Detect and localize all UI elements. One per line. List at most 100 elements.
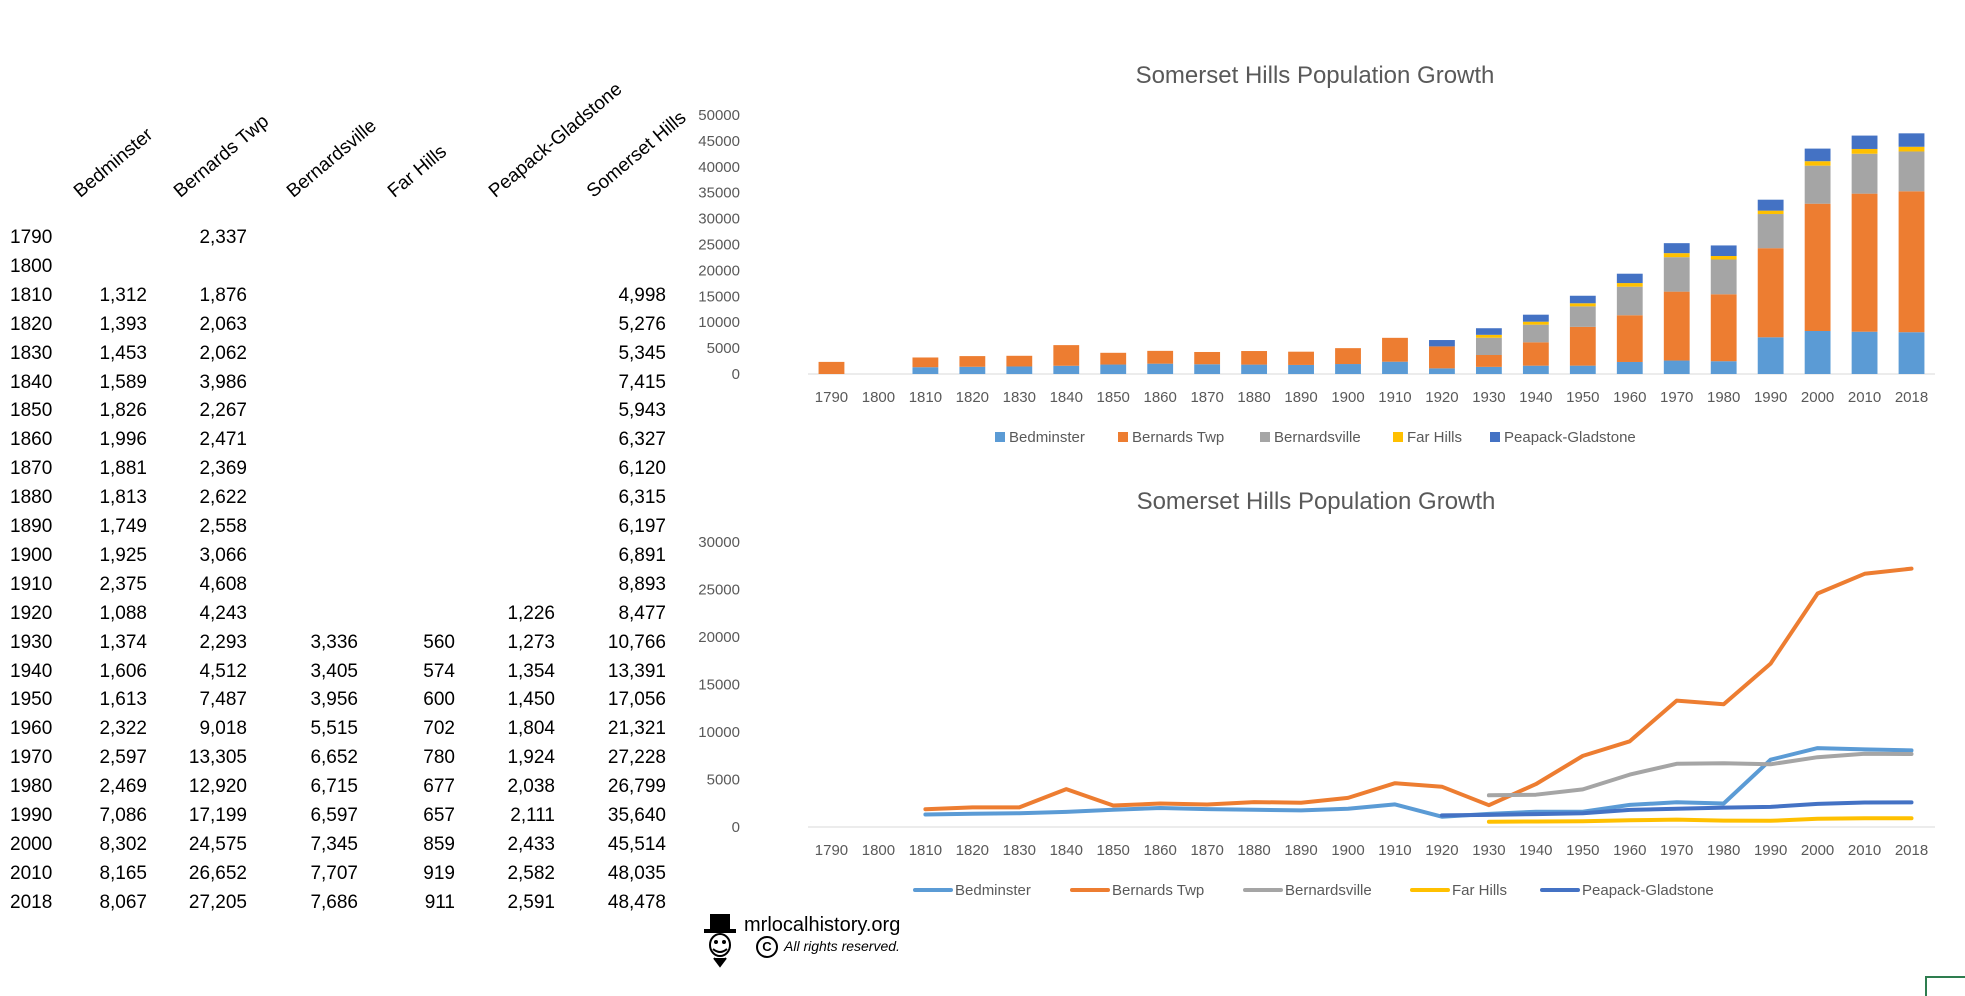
table-cell: 26,799 [607, 776, 666, 798]
column-header: Somerset Hills [583, 107, 691, 203]
table-cell: 2,322 [99, 718, 147, 740]
row-year: 1870 [10, 458, 53, 480]
table-cell: 2,369 [199, 458, 247, 480]
x-tick-label: 1830 [1003, 842, 1036, 859]
bar [1616, 283, 1643, 287]
table-cell: 2,469 [99, 776, 147, 798]
table-cell: 1,453 [99, 342, 147, 364]
table-cell: 657 [423, 805, 455, 826]
table-cell: 2,111 [510, 805, 555, 826]
table-cell: 7,415 [618, 371, 666, 393]
bar [1804, 203, 1831, 331]
table-cell: 1,813 [99, 487, 147, 509]
table-cell: 4,608 [199, 573, 247, 595]
table-cell: 3,336 [310, 631, 358, 653]
bar [1475, 334, 1502, 338]
row-year: 1940 [10, 660, 53, 682]
table-cell: 1,226 [507, 602, 555, 624]
table-cell: 7,686 [310, 891, 358, 913]
bar [1898, 133, 1925, 147]
table-cell: 560 [423, 631, 455, 653]
table-cell: 5,943 [618, 400, 666, 422]
x-tick-label: 2000 [1801, 842, 1834, 859]
bar [1898, 332, 1925, 374]
table-cell: 17,056 [607, 689, 666, 711]
table-cell: 8,165 [99, 862, 147, 884]
bar [1851, 331, 1878, 374]
x-tick-label: 1850 [1097, 389, 1130, 406]
bar [1757, 210, 1784, 215]
table-cell: 2,622 [199, 487, 247, 509]
legend-label: Far Hills [1407, 429, 1462, 446]
table-cell: 48,035 [607, 862, 666, 884]
table-cell: 1,273 [507, 631, 555, 653]
row-year: 1830 [10, 342, 53, 364]
table-cell: 1,749 [99, 516, 147, 537]
row-year: 1850 [10, 400, 53, 422]
row-year: 1790 [10, 227, 53, 248]
y-tick-label: 15000 [698, 288, 740, 305]
x-tick-label: 1910 [1378, 389, 1411, 406]
bar [1663, 257, 1690, 292]
x-tick-label: 1830 [1003, 389, 1036, 406]
bar [1147, 350, 1174, 364]
table-cell: 3,405 [310, 660, 358, 682]
table-cell: 7,707 [310, 862, 358, 884]
bar [818, 361, 845, 374]
bar [1569, 306, 1596, 327]
bar [1663, 291, 1690, 361]
bar [1475, 337, 1502, 356]
bar [1710, 361, 1737, 374]
table-cell: 574 [423, 660, 455, 682]
table-cell: 1,996 [99, 429, 147, 451]
bar [1663, 253, 1690, 258]
table-cell: 12,920 [188, 776, 247, 798]
table-cell: 2,293 [199, 631, 247, 653]
bar [1898, 146, 1925, 152]
bar [959, 366, 986, 374]
column-header: Bedminster [70, 124, 158, 203]
x-tick-label: 1800 [862, 389, 895, 406]
table-cell: 2,038 [507, 776, 555, 798]
bar [1522, 321, 1549, 325]
table-cell: 7,086 [99, 805, 147, 826]
row-year: 1800 [10, 255, 53, 277]
column-header: Bernards Twp [170, 110, 274, 203]
bar [1757, 337, 1784, 374]
y-tick-label: 30000 [698, 211, 740, 228]
bar [1053, 345, 1080, 366]
row-year: 1890 [10, 516, 53, 537]
bar [1475, 328, 1502, 335]
legend-swatch [1118, 432, 1128, 442]
legend-swatch [1490, 432, 1500, 442]
chart-title: Somerset Hills Population Growth [1137, 488, 1496, 515]
table-cell: 1,924 [507, 747, 555, 769]
series-line [1486, 751, 1914, 798]
table-cell: 780 [423, 747, 455, 769]
table-cell: 6,315 [618, 487, 666, 509]
table-cell: 26,652 [188, 862, 247, 884]
legend-swatch [995, 432, 1005, 442]
bar [1804, 148, 1831, 162]
x-tick-label: 1980 [1707, 389, 1740, 406]
column-header: Bernardsville [283, 115, 381, 203]
table-cell: 35,640 [607, 805, 666, 826]
x-tick-label: 1810 [909, 389, 942, 406]
y-tick-label: 5000 [707, 772, 740, 789]
x-tick-label: 1890 [1284, 389, 1317, 406]
x-tick-label: 1960 [1613, 389, 1646, 406]
y-tick-label: 25000 [698, 582, 740, 599]
bar [1710, 255, 1737, 260]
table-cell: 45,514 [607, 833, 666, 855]
table-cell: 911 [424, 891, 455, 913]
series-line [923, 566, 1914, 812]
table-cell: 2,582 [507, 862, 555, 884]
x-tick-label: 1870 [1190, 842, 1223, 859]
x-tick-label: 1860 [1144, 842, 1177, 859]
table-cell: 6,327 [618, 429, 666, 451]
bar [1757, 248, 1784, 338]
y-tick-label: 0 [732, 366, 740, 383]
x-tick-label: 2010 [1848, 389, 1881, 406]
x-tick-label: 1970 [1660, 389, 1693, 406]
site-logo: mrlocalhistory.org C All rights reserved… [700, 912, 960, 972]
